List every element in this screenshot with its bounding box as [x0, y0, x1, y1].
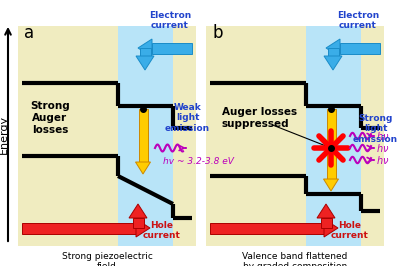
Text: hv ~ 3.2-3.8 eV: hv ~ 3.2-3.8 eV	[163, 157, 234, 167]
Bar	[206, 26, 384, 246]
Polygon shape	[324, 219, 338, 237]
Text: Strong piezoelectric
field: Strong piezoelectric field	[62, 252, 152, 266]
Text: Electron
current: Electron current	[149, 11, 191, 30]
Text: Hole
current: Hole current	[143, 221, 181, 240]
Polygon shape	[136, 219, 150, 237]
Bar	[132, 218, 144, 228]
Text: $h\nu$: $h\nu$	[376, 130, 389, 142]
Polygon shape	[136, 162, 150, 174]
Bar	[138, 109, 148, 162]
Text: $h\nu$: $h\nu$	[376, 142, 389, 154]
Bar	[22, 222, 136, 234]
Bar	[140, 48, 150, 56]
Text: Weak
light
emission: Weak light emission	[165, 103, 210, 133]
Polygon shape	[317, 204, 335, 218]
Polygon shape	[324, 56, 342, 70]
Text: Electron
current: Electron current	[337, 11, 379, 30]
Polygon shape	[324, 179, 338, 191]
Bar	[306, 26, 361, 246]
Text: b: b	[212, 24, 222, 42]
Bar	[326, 109, 336, 179]
Bar	[210, 222, 324, 234]
Bar	[118, 26, 173, 246]
Polygon shape	[138, 39, 152, 57]
Text: Auger losses
suppressed: Auger losses suppressed	[222, 107, 297, 129]
Bar	[18, 26, 196, 246]
Bar	[320, 218, 332, 228]
Text: $h\nu$: $h\nu$	[376, 154, 389, 166]
Text: Strong
Auger
losses: Strong Auger losses	[30, 101, 70, 135]
Polygon shape	[129, 204, 147, 218]
Polygon shape	[136, 56, 154, 70]
Text: Valence band flattened
by graded composition: Valence band flattened by graded composi…	[242, 252, 348, 266]
Text: a: a	[24, 24, 34, 42]
Bar	[340, 43, 380, 53]
Polygon shape	[326, 39, 340, 57]
Text: Energy: Energy	[0, 114, 9, 153]
Bar	[328, 48, 338, 56]
Text: Strong
light
emission: Strong light emission	[353, 114, 398, 144]
Bar	[152, 43, 192, 53]
Text: Hole
current: Hole current	[331, 221, 369, 240]
